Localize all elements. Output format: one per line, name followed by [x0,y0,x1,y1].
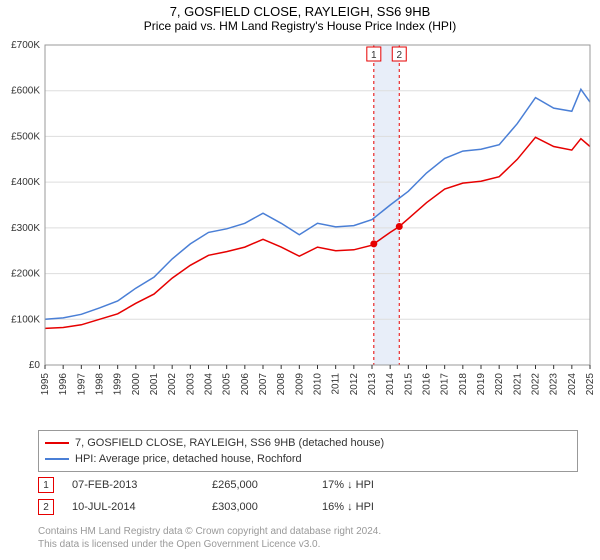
svg-text:£0: £0 [29,360,41,371]
svg-text:2013: 2013 [367,373,378,396]
svg-text:£700K: £700K [11,40,40,51]
svg-text:2006: 2006 [240,373,251,396]
marker-badge-1-text: 1 [43,480,49,491]
legend-label-property: 7, GOSFIELD CLOSE, RAYLEIGH, SS6 9HB (de… [75,435,384,451]
svg-text:2020: 2020 [494,373,505,396]
svg-text:2016: 2016 [422,373,433,396]
svg-text:2005: 2005 [222,373,233,396]
legend-swatch-hpi [45,458,69,460]
chart-title: 7, GOSFIELD CLOSE, RAYLEIGH, SS6 9HB [0,0,600,19]
svg-text:2: 2 [396,50,402,61]
svg-text:2015: 2015 [403,373,414,396]
svg-text:2024: 2024 [567,373,578,396]
marker-1-price: £265,000 [212,479,322,491]
svg-text:1999: 1999 [113,373,124,396]
svg-text:1997: 1997 [76,373,87,396]
legend-row-hpi: HPI: Average price, detached house, Roch… [45,451,571,467]
marker-1-date: 07-FEB-2013 [72,479,212,491]
legend-box: 7, GOSFIELD CLOSE, RAYLEIGH, SS6 9HB (de… [38,430,578,472]
svg-text:2008: 2008 [276,373,287,396]
marker-2-date: 10-JUL-2014 [72,501,212,513]
svg-text:£100K: £100K [11,314,40,325]
svg-text:2000: 2000 [131,373,142,396]
svg-text:2001: 2001 [149,373,160,396]
marker-2-price: £303,000 [212,501,322,513]
marker-row-2: 2 10-JUL-2014 £303,000 16% ↓ HPI [38,499,578,515]
svg-text:2007: 2007 [258,373,269,396]
marker-badge-1: 1 [38,477,54,493]
svg-text:2011: 2011 [331,373,342,395]
svg-text:1995: 1995 [40,373,51,396]
legend-row-property: 7, GOSFIELD CLOSE, RAYLEIGH, SS6 9HB (de… [45,435,571,451]
marker-2-pct: 16% ↓ HPI [322,501,442,513]
svg-text:1: 1 [371,50,377,61]
svg-text:£400K: £400K [11,177,40,188]
svg-text:2009: 2009 [294,373,305,396]
svg-text:£500K: £500K [11,131,40,142]
svg-text:2019: 2019 [476,373,487,396]
svg-text:2004: 2004 [204,373,215,396]
svg-text:2023: 2023 [549,373,560,396]
svg-text:£300K: £300K [11,223,40,234]
marker-row-1: 1 07-FEB-2013 £265,000 17% ↓ HPI [38,477,578,493]
chart-plot-area: £0 £100K £200K £300K £400K £500K £600K £700K 1 2 1… [0,35,600,415]
svg-text:2010: 2010 [313,373,324,396]
legend-label-hpi: HPI: Average price, detached house, Roch… [75,451,302,467]
svg-text:£200K: £200K [11,269,40,280]
svg-text:2021: 2021 [512,373,523,396]
svg-text:2012: 2012 [349,373,360,396]
svg-text:1998: 1998 [95,373,106,396]
svg-text:£600K: £600K [11,86,40,97]
footer-line-1: Contains HM Land Registry data © Crown c… [38,525,381,538]
marker-1-pct: 17% ↓ HPI [322,479,442,491]
svg-text:2003: 2003 [185,373,196,396]
svg-text:2014: 2014 [385,373,396,396]
legend-swatch-property [45,442,69,444]
svg-text:2017: 2017 [440,373,451,396]
footer-line-2: This data is licensed under the Open Gov… [38,538,381,551]
chart-svg: £0 £100K £200K £300K £400K £500K £600K £700K 1 2 1… [0,35,600,415]
svg-text:2002: 2002 [167,373,178,396]
svg-text:2022: 2022 [531,373,542,396]
chart-container: 7, GOSFIELD CLOSE, RAYLEIGH, SS6 9HB Pri… [0,0,600,560]
marker-badge-2: 2 [38,499,54,515]
svg-text:2018: 2018 [458,373,469,396]
chart-subtitle: Price paid vs. HM Land Registry's House … [0,19,600,35]
svg-text:2025: 2025 [585,373,596,396]
marker-badge-2-text: 2 [43,502,49,513]
svg-text:1996: 1996 [58,373,69,396]
footer-note: Contains HM Land Registry data © Crown c… [38,525,381,551]
